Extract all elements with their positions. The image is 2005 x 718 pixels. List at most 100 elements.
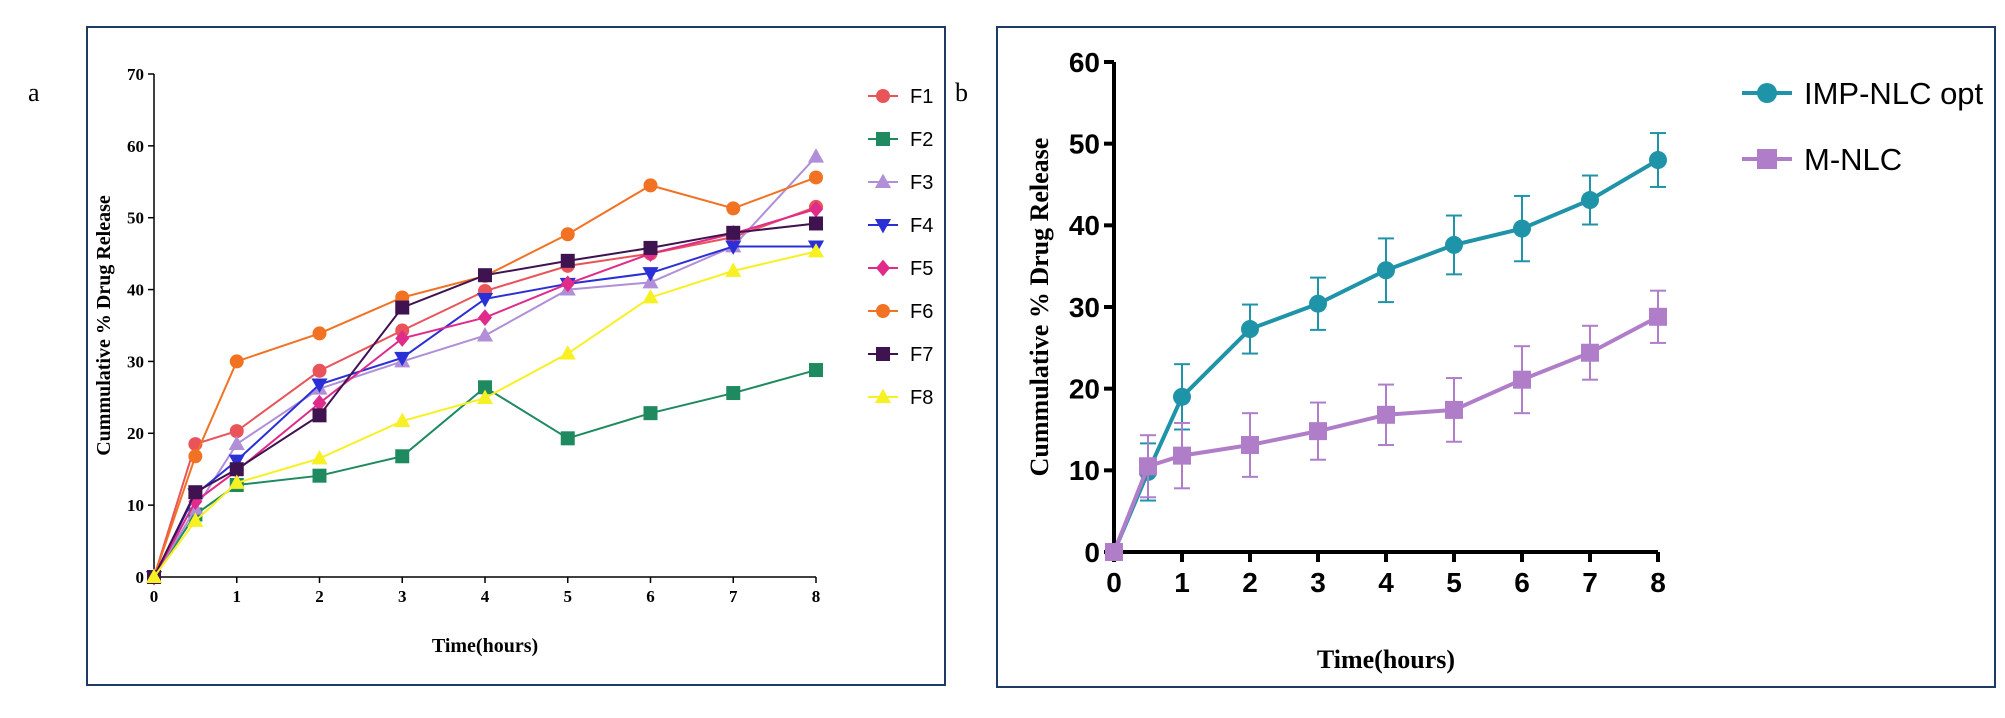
panel-a-series-f3	[145, 148, 825, 583]
panel-a-series-f6	[147, 170, 823, 584]
panel-b-x-tick-label-7: 7	[1582, 567, 1598, 598]
panel-a-data-point	[229, 462, 244, 477]
panel-a-data-point	[642, 267, 659, 282]
panel-a-series-line	[153, 250, 817, 578]
panel-a-data-point	[476, 292, 494, 308]
panel-a-legend-marker	[874, 173, 892, 188]
panel-a-data-point	[229, 354, 244, 369]
panel-a-data-point	[642, 289, 659, 304]
panel-b-y-tick-label-0: 0	[1084, 537, 1100, 568]
panel-b-y-tick-label-6: 60	[1069, 47, 1100, 78]
panel-b-data-point	[1309, 294, 1327, 313]
panel-b-data-point	[1377, 261, 1395, 280]
panel-a-data-point	[311, 378, 328, 393]
panel-a-y-tick-label-1: 10	[127, 496, 144, 515]
panel-a-legend-label: F4	[910, 215, 933, 237]
panel-a-data-point	[807, 243, 825, 258]
panel-a-data-point	[478, 309, 492, 326]
panel-a-y-tick-label-0: 0	[136, 568, 145, 587]
panel-b-data-point	[1445, 400, 1463, 419]
panel-a-data-point	[807, 148, 825, 163]
panel-a-legend-marker	[876, 132, 890, 146]
panel-a-data-point	[725, 262, 742, 277]
panel-a-series-line	[153, 176, 817, 578]
panel-a-data-point	[809, 216, 823, 231]
panel-a-x-tick-label-5: 5	[564, 587, 573, 606]
panel-b-data-point	[1105, 543, 1123, 561]
panel-a-data-point	[726, 225, 741, 240]
panel-b-series-m-nlc	[1105, 289, 1667, 561]
panel-a-legend-marker	[874, 219, 892, 234]
panel-a-legend-marker	[876, 259, 890, 277]
panel-a-x-tick-label-7: 7	[729, 587, 738, 606]
panel-a-y-tick-label-2: 20	[127, 424, 144, 443]
panel-a-series-line	[153, 155, 817, 578]
panel-a-legend-marker	[876, 304, 890, 318]
panel-a-legend-label: F1	[910, 86, 933, 108]
panel-b-x-tick-label-6: 6	[1514, 567, 1530, 598]
panel-b-legend-marker	[1757, 83, 1777, 103]
panel-b-letter: b	[955, 78, 968, 107]
panel-b-y-tick-label-1: 10	[1069, 455, 1100, 486]
panel-a-data-point	[476, 389, 494, 405]
panel-b-data-point	[1581, 343, 1599, 362]
panel-a-data-point	[228, 454, 245, 469]
panel-a-legend-label: F2	[910, 129, 933, 151]
panel-a-series-f8	[145, 243, 825, 583]
panel-a-data-point	[643, 240, 658, 255]
panel-a-data-point	[809, 200, 823, 218]
panel-a-data-point	[312, 363, 327, 378]
panel-b-data-point	[1513, 370, 1531, 389]
panel-a-x-tick-label-4: 4	[481, 587, 490, 606]
panel-a-data-point	[394, 351, 411, 367]
panel-a-data-point	[229, 424, 244, 439]
panel-a-data-point	[643, 178, 658, 193]
panel-a-legend-marker	[876, 89, 890, 103]
panel-b-x-tick-label-0: 0	[1106, 567, 1122, 598]
panel-a-data-point	[145, 568, 163, 583]
panel-b-legend-marker	[1757, 149, 1777, 169]
panel-a-series-line	[153, 208, 817, 578]
panel-a-data-point	[809, 170, 823, 185]
panel-b-data-point	[1445, 235, 1463, 254]
panel-a-x-tick-label-3: 3	[398, 587, 407, 606]
panel-b-x-tick-label-1: 1	[1174, 567, 1190, 598]
panel-a-x-tick-label-1: 1	[233, 587, 242, 606]
panel-b-series-line	[1112, 315, 1659, 553]
panel-a-legend-label: F5	[910, 258, 933, 280]
panel-a-data-point	[395, 330, 410, 347]
panel-a-chart: 0 10 20 30 40 50 60 70 0 1 2 3 4 5 6 7 8 Time(hours) Cummu…	[93, 65, 933, 657]
panel-b-data-point	[1513, 219, 1531, 238]
panel-a-data-point	[311, 450, 328, 465]
panel-a-data-point	[188, 485, 203, 500]
panel-a-data-point	[187, 512, 204, 527]
panel-a-data-point	[394, 412, 411, 428]
panel-b-legend-label: M-NLC	[1804, 142, 1902, 177]
panel-a-data-point	[312, 468, 327, 483]
panel-a-data-point	[395, 300, 410, 315]
panel-b-legend-label: IMP-NLC opt	[1804, 76, 1984, 111]
panel-a-data-point	[312, 394, 327, 412]
panel-a-data-point	[228, 435, 245, 451]
panel-a-data-point	[395, 449, 410, 464]
panel-a-y-axis-title: Cummulative % Drug Release	[93, 195, 115, 456]
panel-a-data-point	[560, 253, 575, 268]
panel-a-data-point	[476, 327, 494, 342]
panel-a-y-tick-label-4: 40	[127, 281, 144, 300]
panel-a-data-point	[560, 275, 575, 293]
panel-a-data-point	[559, 345, 576, 360]
panel-a-data-point	[560, 227, 575, 242]
panel-b-data-point	[1241, 436, 1259, 455]
panel-b-y-axis-title: Cummulative % Drug Release	[1025, 138, 1054, 477]
panel-b-x-axis-title: Time(hours)	[1317, 645, 1455, 674]
panel-a-data-point	[726, 201, 741, 216]
panel-b-y-tick-label-4: 40	[1069, 210, 1100, 241]
panel-b-x-tick-label-4: 4	[1378, 567, 1394, 598]
panel-b-x-tick-label-2: 2	[1242, 567, 1258, 598]
panel-b-y-tick-label-5: 50	[1069, 128, 1100, 159]
panel-b-data-point	[1173, 446, 1191, 465]
panel-b-data-point	[1139, 457, 1157, 476]
panel-a-y-tick-label-3: 30	[127, 352, 144, 371]
panel-b-data-point	[1241, 320, 1259, 339]
panel-a-data-point	[809, 363, 823, 378]
